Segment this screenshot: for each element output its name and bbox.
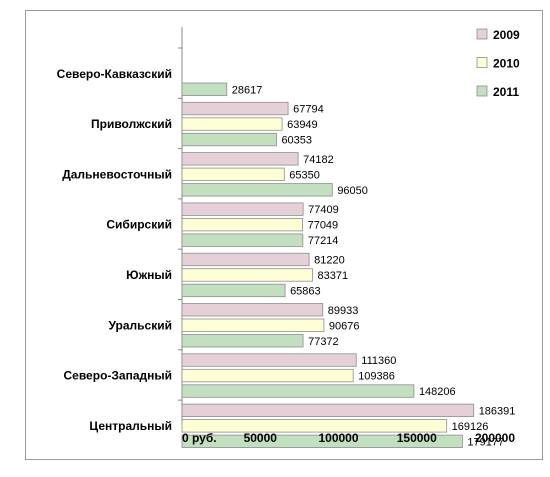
data-label: 169126 [452,421,489,433]
data-label: 77409 [308,204,339,216]
bar [181,117,283,131]
bar [181,217,303,232]
data-label: 81220 [314,254,345,266]
x-tick-label: 200000 [475,431,515,445]
data-label: 63949 [287,119,318,131]
legend-swatch [476,85,488,97]
bar [181,368,354,383]
category-label: Южный [126,268,172,282]
data-label: 111360 [361,355,396,367]
data-label: 83371 [317,270,348,282]
data-label: 67794 [293,104,324,116]
bar [181,183,333,197]
bar [181,353,357,367]
data-label: 77372 [308,336,339,348]
x-tick-label: 150000 [397,431,437,445]
bar [181,419,448,433]
category-label: Приволжский [91,117,172,131]
data-label: 60353 [281,135,312,147]
data-label: 77214 [308,235,339,247]
data-label: 77049 [308,220,339,232]
data-label: 148206 [419,386,456,398]
bar [181,82,228,96]
category-label: Северо-Кавказский [57,67,172,81]
data-label: 65863 [290,285,321,297]
bar [181,202,304,216]
x-tick-label: 50000 [244,431,278,445]
bar [181,303,324,317]
bar [181,434,463,449]
legend-label: 2011 [493,85,519,99]
bar [181,268,313,282]
bar [181,132,277,147]
data-label: 96050 [337,185,368,197]
data-label: 90676 [329,320,360,332]
data-label: 179177 [467,436,504,448]
x-tick-label: 100000 [318,431,358,445]
legend-label: 2010 [493,57,520,71]
bar [181,167,285,182]
category-label: Дальневосточный [62,167,172,181]
bar [181,384,415,398]
data-label: 65350 [289,169,320,181]
category-label: Центральный [89,419,172,433]
x-tick-label: 0 руб. [182,431,217,445]
bar [181,101,289,116]
data-label: 28617 [232,84,263,96]
bar [181,252,310,267]
category-label: Сибирский [106,218,172,232]
bar [181,283,286,298]
legend-label: 2009 [493,28,520,42]
bar [181,152,299,166]
bar [181,233,304,247]
data-label: 186391 [479,405,516,417]
bar [181,318,325,332]
legend-swatch [476,28,488,40]
category-label: Северо-Западный [64,369,173,383]
data-label: 89933 [328,305,359,317]
data-label: 74182 [303,154,334,166]
bar [181,403,475,418]
legend-swatch [476,57,488,68]
bar [181,334,304,348]
data-label: 109386 [358,371,395,383]
category-label: Уральский [109,318,172,332]
